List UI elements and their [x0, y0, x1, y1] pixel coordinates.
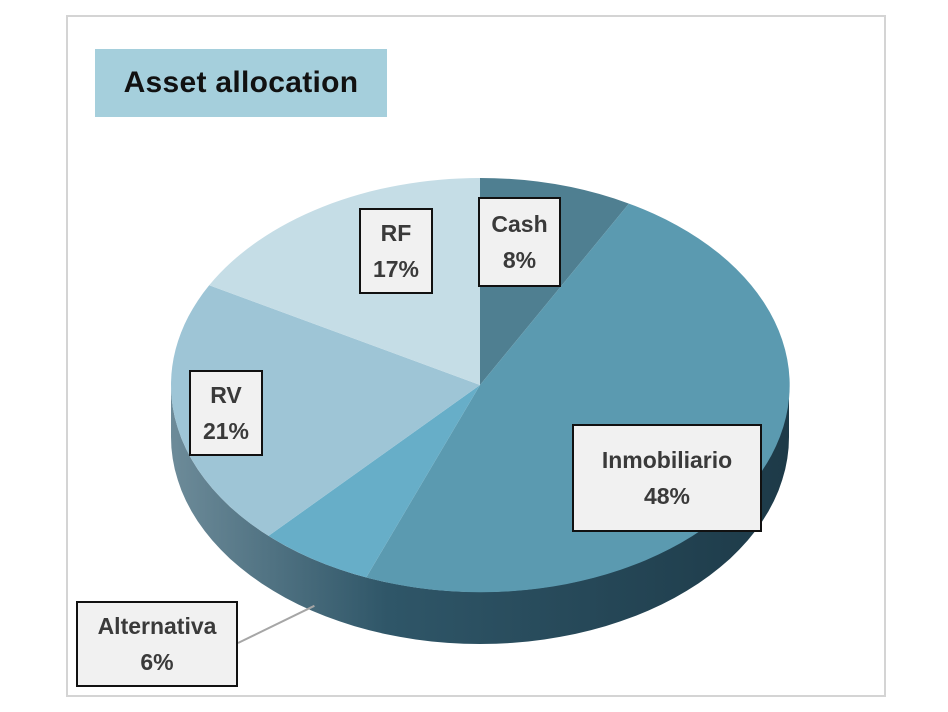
label-cash-name: Cash: [491, 211, 548, 237]
label-rv-name: RV: [210, 382, 242, 408]
label-rf-value: 17%: [372, 256, 420, 282]
pie-side-rim: [171, 385, 789, 644]
label-inmobiliario-name: Inmobiliario: [601, 447, 733, 473]
chart-title: Asset allocation: [123, 66, 359, 99]
label-alternativa-value: 6%: [140, 649, 174, 675]
label-cash-value: 8%: [502, 247, 537, 273]
chart-title-box: Asset allocation: [95, 49, 387, 117]
label-rv-value: 21%: [202, 418, 250, 444]
label-inmobiliario: Inmobiliario 48%: [572, 424, 762, 532]
label-cash: Cash 8%: [478, 197, 561, 287]
pie-side-wall: [171, 385, 789, 644]
label-rf-name: RF: [380, 220, 412, 246]
label-rf: RF 17%: [359, 208, 433, 294]
alternativa-leader-line: [237, 604, 315, 644]
label-alternativa: Alternativa 6%: [76, 601, 238, 687]
label-inmobiliario-value: 48%: [643, 483, 691, 509]
pie-slice-rv: [171, 285, 480, 536]
pie-slice-alternativa: [268, 385, 480, 578]
label-alternativa-name: Alternativa: [97, 613, 217, 639]
label-rv: RV 21%: [189, 370, 263, 456]
